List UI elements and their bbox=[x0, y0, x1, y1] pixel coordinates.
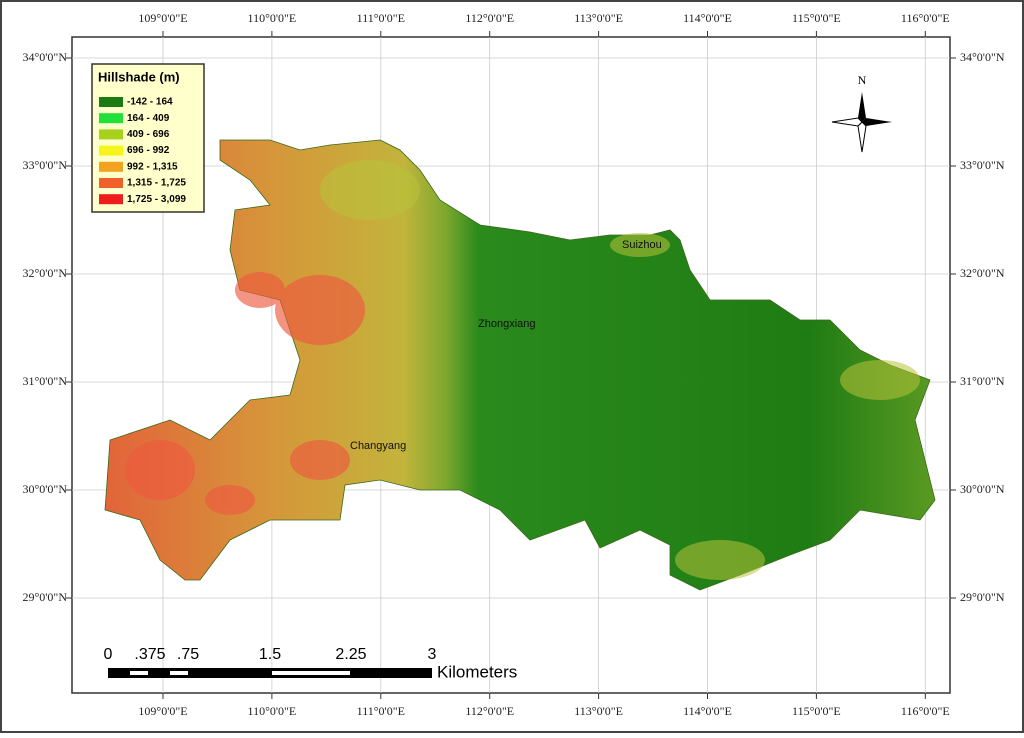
legend-items: -142 - 164 164 - 409 409 - 696 696 - 992 992… bbox=[99, 97, 186, 205]
legend-label: 696 - 992 bbox=[127, 145, 170, 156]
legend-swatch bbox=[99, 97, 123, 107]
lowland-edges bbox=[320, 160, 920, 580]
longitude-label: 116°0'0"E bbox=[901, 11, 950, 25]
north-label: N bbox=[858, 73, 867, 87]
scale-label: 2.25 bbox=[335, 646, 366, 663]
longitude-label: 113°0'0"E bbox=[574, 704, 623, 718]
longitude-label: 111°0'0"E bbox=[357, 704, 405, 718]
legend-label: 1,315 - 1,725 bbox=[127, 178, 186, 189]
legend-swatch bbox=[99, 194, 123, 205]
scale-label: .75 bbox=[177, 646, 199, 663]
latitude-label: 34°0'0"N bbox=[22, 50, 67, 64]
latitude-label: 33°0'0"N bbox=[22, 158, 67, 172]
scale-label: 1.5 bbox=[259, 646, 281, 663]
longitude-label: 109°0'0"E bbox=[138, 704, 187, 718]
place-label: Changyang bbox=[350, 440, 406, 452]
legend-title: Hillshade (m) bbox=[98, 69, 180, 84]
longitude-label: 116°0'0"E bbox=[901, 704, 950, 718]
longitude-label: 112°0'0"E bbox=[465, 11, 514, 25]
scale-unit: Kilometers bbox=[437, 662, 517, 681]
north-arrow: N bbox=[831, 73, 892, 153]
latitude-label: 32°0'0"N bbox=[960, 266, 1005, 280]
longitude-label: 111°0'0"E bbox=[357, 11, 405, 25]
high-elevation-patches bbox=[125, 272, 365, 515]
longitude-label: 110°0'0"E bbox=[248, 704, 297, 718]
place-label: Zhongxiang bbox=[478, 318, 536, 330]
latitude-label: 31°0'0"N bbox=[960, 374, 1005, 388]
place-label: Suizhou bbox=[622, 239, 662, 251]
legend-label: 409 - 696 bbox=[127, 129, 170, 140]
legend-swatch bbox=[99, 145, 123, 156]
scale-label: 3 bbox=[428, 646, 437, 663]
legend-label: 164 - 409 bbox=[127, 113, 170, 124]
legend-label: -142 - 164 bbox=[127, 97, 173, 108]
latitude-label: 29°0'0"N bbox=[960, 590, 1005, 604]
places: Suizhou Zhongxiang Changyang bbox=[350, 239, 662, 452]
legend: Hillshade (m) -142 - 164 164 - 409 409 - 6… bbox=[91, 63, 205, 213]
graticule: 109°0'0"E 109°0'0"E 110°0'0"E 110°0'0"E 111°… bbox=[22, 11, 1004, 718]
scale-label: .375 bbox=[134, 646, 165, 663]
legend-swatch bbox=[99, 161, 123, 172]
latitude-label: 31°0'0"N bbox=[22, 374, 67, 388]
longitude-label: 115°0'0"E bbox=[792, 11, 841, 25]
latitude-label: 29°0'0"N bbox=[22, 590, 67, 604]
legend-swatch bbox=[99, 129, 123, 140]
longitude-label: 112°0'0"E bbox=[465, 704, 514, 718]
scale-bar-base bbox=[108, 668, 432, 678]
longitude-label: 115°0'0"E bbox=[792, 704, 841, 718]
longitude-label: 110°0'0"E bbox=[248, 11, 297, 25]
scale-bar: Kilometers 0 .375 .75 1.5 2.25 3 bbox=[104, 646, 518, 681]
scale-label: 0 bbox=[104, 646, 113, 663]
latitude-label: 30°0'0"N bbox=[960, 482, 1005, 496]
legend-swatch bbox=[99, 113, 123, 124]
legend-label: 1,725 - 3,099 bbox=[127, 194, 186, 205]
latitude-label: 33°0'0"N bbox=[960, 158, 1005, 172]
longitude-label: 109°0'0"E bbox=[138, 11, 187, 25]
legend-label: 992 - 1,315 bbox=[127, 161, 178, 172]
legend-swatch bbox=[99, 178, 123, 188]
latitude-label: 34°0'0"N bbox=[960, 50, 1005, 64]
longitude-label: 113°0'0"E bbox=[574, 11, 623, 25]
latitude-label: 30°0'0"N bbox=[22, 482, 67, 496]
longitude-label: 114°0'0"E bbox=[683, 704, 732, 718]
longitude-label: 114°0'0"E bbox=[683, 11, 732, 25]
latitude-label: 32°0'0"N bbox=[22, 266, 67, 280]
